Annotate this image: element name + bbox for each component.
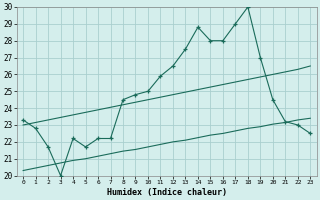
X-axis label: Humidex (Indice chaleur): Humidex (Indice chaleur) <box>107 188 227 197</box>
